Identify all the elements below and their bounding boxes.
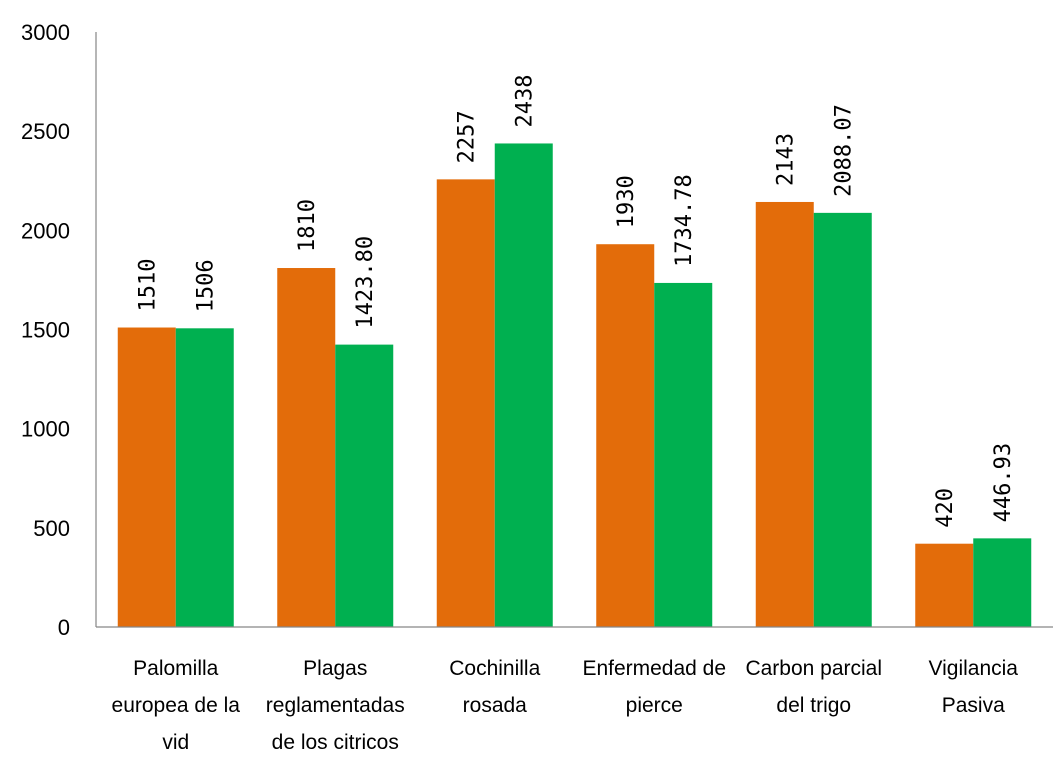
- x-category-label: Enfermedad de pierce: [582, 657, 726, 717]
- x-category-label-line: Carbon parcial: [745, 657, 882, 680]
- data-label: 2143: [774, 133, 799, 186]
- data-label: 1506: [194, 259, 219, 312]
- x-axis: Palomilla europea de la vid Plagas reglament…: [96, 626, 1053, 754]
- bars: [117, 143, 1032, 628]
- bar-series-2: [335, 344, 394, 627]
- bar-series-2: [654, 282, 713, 627]
- bar-series-1: [117, 327, 176, 627]
- bar-series-2: [813, 212, 872, 627]
- x-category-label-line: reglamentadas: [266, 694, 405, 717]
- data-label: 1734.78: [672, 174, 697, 267]
- x-category-label-line: del trigo: [776, 694, 851, 717]
- bar-series-1: [755, 201, 814, 627]
- x-category-label: Vigilancia Pasiva: [928, 657, 1018, 717]
- bar-series-2: [494, 143, 553, 628]
- data-label: 2088.07: [832, 104, 857, 197]
- y-tick-label: 2500: [21, 119, 70, 144]
- data-label: 446.93: [991, 443, 1016, 522]
- y-tick-label: 3000: [21, 20, 70, 45]
- x-category-label: Carbon parcial del trigo: [745, 657, 882, 717]
- x-category-label-line: Plagas: [303, 657, 367, 680]
- y-tick-label: 0: [58, 615, 70, 640]
- x-category-label-line: Enfermedad de: [582, 657, 726, 680]
- x-category-label-line: pierce: [626, 694, 683, 717]
- x-category-label: Cochinilla rosada: [449, 657, 540, 717]
- bar-series-1: [436, 179, 495, 627]
- y-tick-label: 2000: [21, 218, 70, 243]
- data-label: 1423.80: [353, 236, 378, 329]
- x-category-label-line: rosada: [463, 694, 528, 717]
- data-label: 2257: [455, 110, 480, 163]
- x-category-label-line: de los citricos: [272, 731, 399, 754]
- data-label: 1510: [136, 259, 161, 312]
- data-label: 420: [933, 488, 958, 528]
- x-category-label: Palomilla europea de la vid: [112, 657, 241, 754]
- x-category-label-line: europea de la: [112, 694, 241, 717]
- data-labels: 1510 1506 1810 1423.80 2257 2438 1930 1734.78 21…: [136, 74, 1017, 527]
- data-label: 1930: [614, 175, 639, 228]
- y-tick-label: 1000: [21, 417, 70, 442]
- x-category-label-line: Cochinilla: [449, 657, 540, 680]
- data-label: 2438: [513, 74, 538, 127]
- x-category-label-line: vid: [162, 731, 189, 754]
- y-tick-label: 1500: [21, 318, 70, 343]
- bar-series-1: [596, 244, 655, 627]
- bar-series-1: [915, 543, 974, 627]
- x-category-label-line: Pasiva: [942, 694, 1005, 717]
- x-category-label-line: Vigilancia: [928, 657, 1018, 680]
- bar-series-2: [973, 538, 1032, 627]
- bar-series-2: [175, 328, 234, 627]
- data-label: 1810: [295, 199, 320, 252]
- y-axis: 0 500 1000 1500 2000 2500 3000: [21, 20, 97, 640]
- bar-series-1: [277, 268, 336, 627]
- x-category-label: Plagas reglamentadas de los citricos: [266, 657, 405, 754]
- y-tick-label: 500: [33, 516, 70, 541]
- x-category-label-line: Palomilla: [133, 657, 219, 680]
